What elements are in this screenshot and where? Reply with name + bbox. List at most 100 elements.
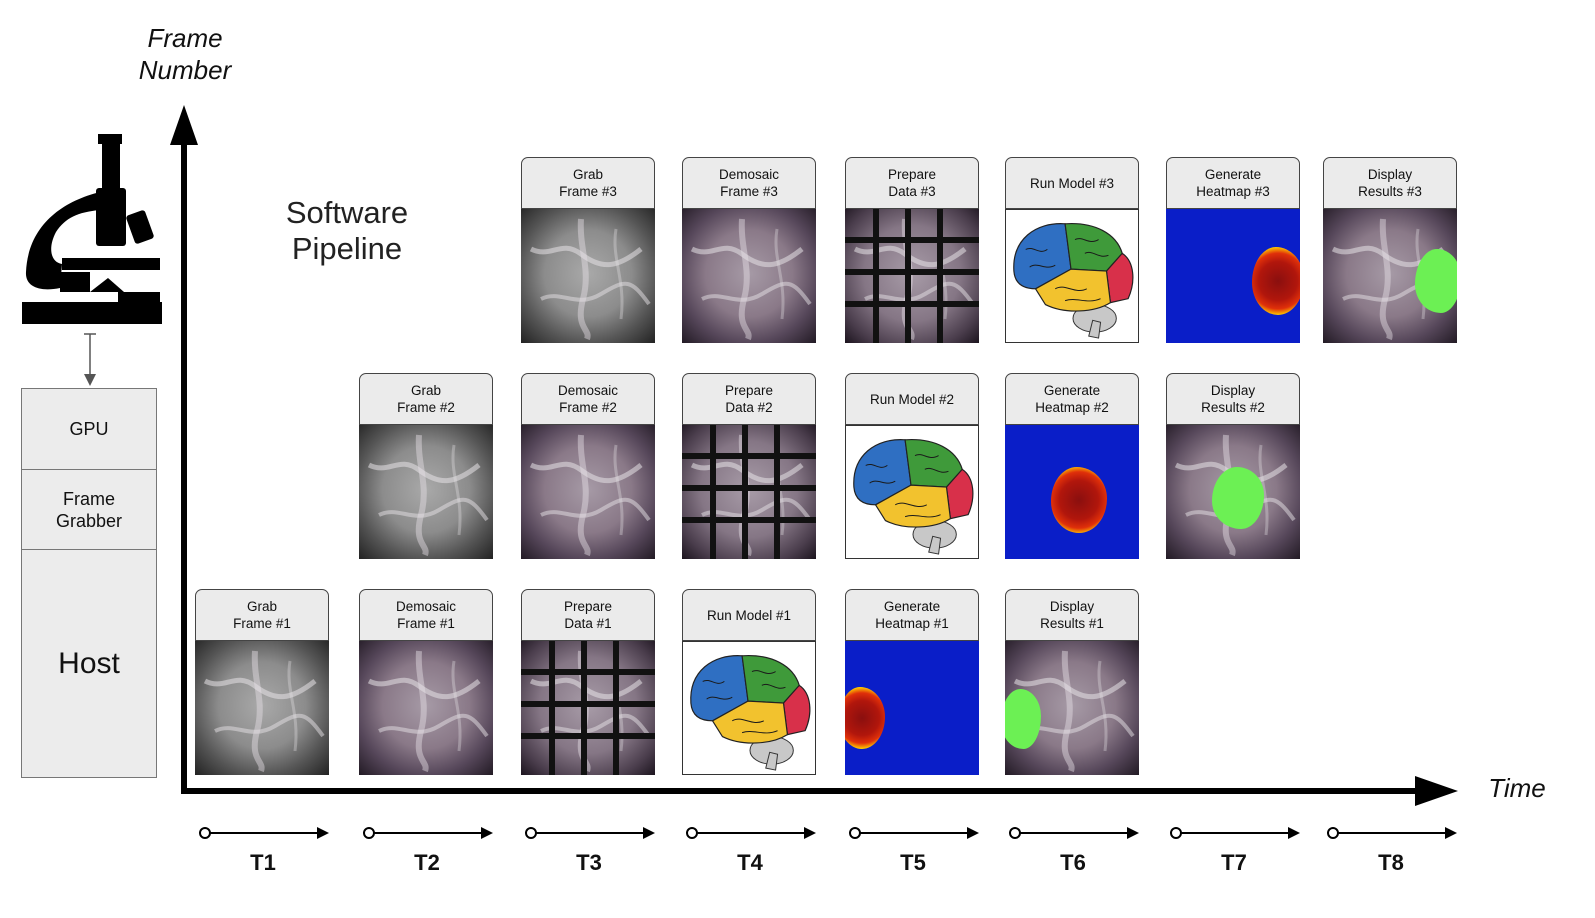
raw-frame-image — [195, 641, 329, 775]
raw-frame-image — [521, 209, 655, 343]
hw-connector-arrowhead — [84, 374, 96, 386]
stage-label: Generate Heatmap #2 — [1005, 373, 1139, 425]
frame-grabber-box: Frame Grabber — [21, 469, 157, 550]
stage-label: Display Results #3 — [1323, 157, 1457, 209]
tiled-data-image — [845, 209, 979, 343]
stage-label: Generate Heatmap #1 — [845, 589, 979, 641]
pipeline-stage-card: Run Model #2 — [845, 373, 979, 559]
brain-model-icon — [682, 641, 816, 775]
tile-grid-line — [682, 485, 816, 491]
tile-grid-line — [549, 641, 555, 775]
result-overlay-image — [1005, 641, 1139, 775]
stage-label: Run Model #3 — [1005, 157, 1139, 209]
microscope-icon — [22, 134, 162, 324]
time-step-label: T4 — [737, 850, 763, 875]
detection-overlay — [1005, 689, 1041, 749]
brain-model-icon — [845, 425, 979, 559]
pipeline-stage-card: Grab Frame #3 — [521, 157, 655, 343]
host-box: Host — [21, 549, 157, 778]
stage-label: Demosaic Frame #3 — [682, 157, 816, 209]
pipeline-stage-card: Demosaic Frame #3 — [682, 157, 816, 343]
stage-label: Prepare Data #2 — [682, 373, 816, 425]
stage-label: Run Model #1 — [682, 589, 816, 641]
gpu-box: GPU — [21, 388, 157, 470]
heatmap-image — [1166, 209, 1300, 343]
time-step-arrow — [1007, 826, 1139, 840]
pipeline-stage-card: Generate Heatmap #2 — [1005, 373, 1139, 559]
tile-grid-line — [521, 701, 655, 707]
stage-label: Generate Heatmap #3 — [1166, 157, 1300, 209]
time-step-label: T3 — [576, 850, 602, 875]
demosaiced-frame-image — [682, 209, 816, 343]
tile-grid-line — [905, 209, 911, 343]
tile-grid-line — [521, 733, 655, 739]
pipeline-stage-card: Run Model #3 — [1005, 157, 1139, 343]
time-step-arrow — [684, 826, 816, 840]
tiled-data-image — [521, 641, 655, 775]
pipeline-stage-card: Prepare Data #2 — [682, 373, 816, 559]
pipeline-stage-card: Display Results #3 — [1323, 157, 1457, 343]
heatmap-image — [845, 641, 979, 775]
time-step-label: T1 — [250, 850, 276, 875]
pipeline-stage-card: Generate Heatmap #3 — [1166, 157, 1300, 343]
pipeline-stage-card: Demosaic Frame #2 — [521, 373, 655, 559]
tile-grid-line — [845, 269, 979, 275]
stage-label: Run Model #2 — [845, 373, 979, 425]
tile-grid-line — [845, 301, 979, 307]
y-axis-label: Frame Number — [138, 23, 232, 85]
stage-label: Demosaic Frame #1 — [359, 589, 493, 641]
pipeline-stage-card: Grab Frame #2 — [359, 373, 493, 559]
time-step-arrow — [523, 826, 655, 840]
stage-label: Demosaic Frame #2 — [521, 373, 655, 425]
stage-label: Display Results #2 — [1166, 373, 1300, 425]
x-axis-label: Time — [1488, 773, 1546, 803]
stage-label: Prepare Data #1 — [521, 589, 655, 641]
stage-label: Prepare Data #3 — [845, 157, 979, 209]
time-step-label: T5 — [900, 850, 926, 875]
time-step-arrow — [847, 826, 979, 840]
tile-grid-line — [682, 517, 816, 523]
stage-label: Display Results #1 — [1005, 589, 1139, 641]
time-step-arrow — [1168, 826, 1300, 840]
tile-grid-line — [742, 425, 748, 559]
time-step-label: T7 — [1221, 850, 1247, 875]
pipeline-stage-card: Run Model #1 — [682, 589, 816, 775]
pipeline-stage-card: Prepare Data #3 — [845, 157, 979, 343]
demosaiced-frame-image — [521, 425, 655, 559]
software-pipeline-title: Software Pipeline — [285, 195, 409, 266]
heatmap-image — [1005, 425, 1139, 559]
y-axis-arrowhead — [170, 105, 198, 145]
tile-grid-line — [710, 425, 716, 559]
stage-label: Grab Frame #2 — [359, 373, 493, 425]
time-step-arrow — [361, 826, 493, 840]
raw-frame-image — [359, 425, 493, 559]
pipeline-stage-card: Display Results #1 — [1005, 589, 1139, 775]
result-overlay-image — [1166, 425, 1300, 559]
stage-label: Grab Frame #3 — [521, 157, 655, 209]
pipeline-stage-card: Display Results #2 — [1166, 373, 1300, 559]
heatmap-hotspot — [1051, 467, 1107, 533]
time-step-label: T6 — [1060, 850, 1086, 875]
tile-grid-line — [521, 669, 655, 675]
tile-grid-line — [937, 209, 943, 343]
tiled-data-image — [682, 425, 816, 559]
tile-grid-line — [613, 641, 619, 775]
detection-overlay — [1415, 249, 1457, 313]
detection-overlay — [1212, 467, 1264, 529]
tile-grid-line — [581, 641, 587, 775]
tile-grid-line — [774, 425, 780, 559]
time-step-label: T2 — [414, 850, 440, 875]
tile-grid-line — [682, 453, 816, 459]
stage-label: Grab Frame #1 — [195, 589, 329, 641]
tile-grid-line — [873, 209, 879, 343]
pipeline-stage-card: Grab Frame #1 — [195, 589, 329, 775]
time-step-arrow — [1325, 826, 1457, 840]
pipeline-stage-card: Demosaic Frame #1 — [359, 589, 493, 775]
brain-model-icon — [1005, 209, 1139, 343]
x-axis-arrowhead — [1415, 776, 1458, 806]
pipeline-stage-card: Prepare Data #1 — [521, 589, 655, 775]
tile-grid-line — [845, 237, 979, 243]
demosaiced-frame-image — [359, 641, 493, 775]
heatmap-hotspot — [1252, 247, 1300, 315]
